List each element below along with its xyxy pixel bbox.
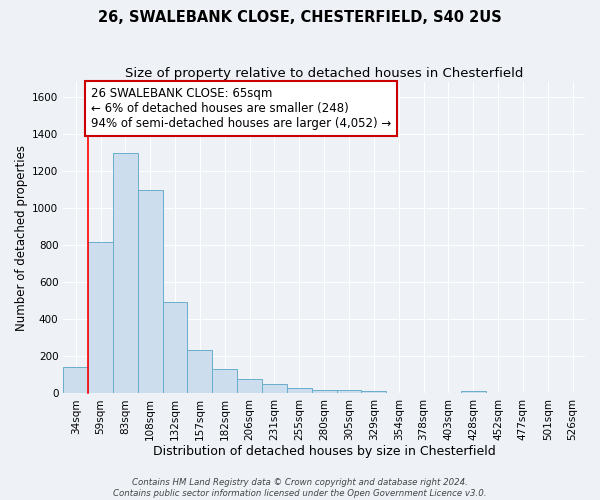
Bar	[461, 392, 485, 394]
Bar	[262, 384, 287, 394]
Y-axis label: Number of detached properties: Number of detached properties	[15, 144, 28, 330]
Bar	[113, 153, 138, 394]
Bar	[63, 368, 88, 394]
Title: Size of property relative to detached houses in Chesterfield: Size of property relative to detached ho…	[125, 68, 523, 80]
Bar	[88, 242, 113, 394]
Bar	[212, 369, 237, 394]
Text: 26 SWALEBANK CLOSE: 65sqm
← 6% of detached houses are smaller (248)
94% of semi-: 26 SWALEBANK CLOSE: 65sqm ← 6% of detach…	[91, 87, 391, 130]
Bar	[287, 388, 312, 394]
Bar	[138, 190, 163, 394]
Bar	[337, 390, 361, 394]
Bar	[187, 350, 212, 394]
Text: Contains HM Land Registry data © Crown copyright and database right 2024.
Contai: Contains HM Land Registry data © Crown c…	[113, 478, 487, 498]
X-axis label: Distribution of detached houses by size in Chesterfield: Distribution of detached houses by size …	[153, 444, 496, 458]
Bar	[237, 380, 262, 394]
Bar	[361, 392, 386, 394]
Text: 26, SWALEBANK CLOSE, CHESTERFIELD, S40 2US: 26, SWALEBANK CLOSE, CHESTERFIELD, S40 2…	[98, 10, 502, 25]
Bar	[312, 390, 337, 394]
Bar	[163, 302, 187, 394]
